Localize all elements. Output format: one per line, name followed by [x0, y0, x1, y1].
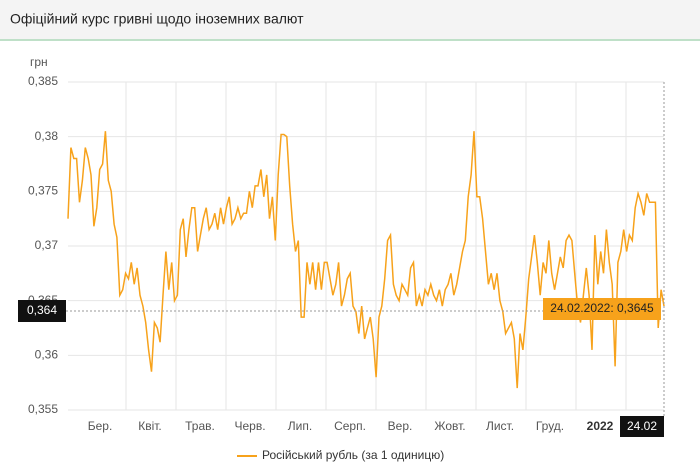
tooltip-box	[543, 298, 661, 320]
page-title: Офіційний курс гривні щодо іноземних вал…	[10, 11, 304, 27]
x-tick-label: Серп.	[334, 419, 366, 433]
header-bg	[0, 0, 700, 40]
tooltip: 24.02.2022: 0,3645	[550, 301, 654, 315]
crosshair-x-box	[620, 416, 664, 437]
y-tick-label: 0,38	[35, 129, 59, 143]
x-tick-label: Вер.	[388, 419, 413, 433]
crosshair-y-label: 0,364	[27, 303, 57, 317]
y-axis-label: грн	[30, 55, 48, 69]
y-tick-label: 0,355	[28, 402, 58, 416]
y-tick-label: 0,385	[28, 74, 58, 88]
y-tick-label: 0,375	[28, 184, 58, 198]
x-tick-label: Лист.	[486, 419, 514, 433]
y-tick-label: 0,36	[35, 348, 59, 362]
x-tick-label: Жовт.	[434, 419, 465, 433]
x-tick-label: Черв.	[234, 419, 265, 433]
series-line	[67, 131, 665, 389]
x-tick-label: Бер.	[88, 419, 113, 433]
y-tick-label: 0,37	[35, 238, 59, 252]
x-tick-label: Груд.	[536, 419, 564, 433]
legend-label: Російський рубль (за 1 одиницю)	[262, 448, 444, 462]
crosshair-x-label: 24.02	[627, 419, 657, 433]
x-tick-label: Трав.	[185, 419, 215, 433]
x-tick-label: Квіт.	[138, 419, 162, 433]
x-tick-label: 2022	[587, 419, 614, 433]
x-tick-label: Лип.	[288, 419, 312, 433]
crosshair-y-box	[18, 300, 66, 322]
